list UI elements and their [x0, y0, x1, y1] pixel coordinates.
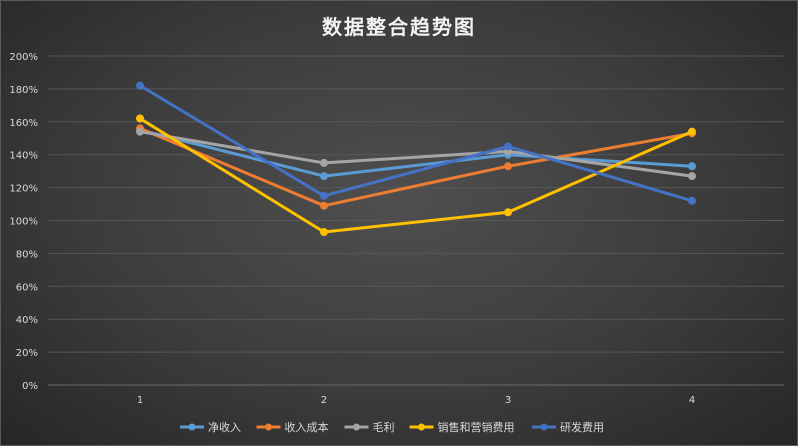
data-point: [688, 172, 696, 181]
legend-marker: [418, 423, 425, 431]
data-point: [320, 172, 328, 181]
data-point: [320, 158, 328, 167]
data-point: [320, 201, 328, 210]
legend-label: 收入成本: [285, 420, 329, 434]
y-tick-label: 20%: [16, 348, 38, 359]
legend-marker: [540, 423, 548, 431]
data-point: [688, 196, 696, 205]
data-point: [320, 191, 328, 200]
y-tick-label: 0%: [22, 381, 38, 392]
data-point: [504, 162, 512, 171]
y-tick-label: 100%: [9, 217, 38, 228]
legend-marker: [188, 423, 196, 431]
series-line: [138, 128, 694, 178]
data-point: [320, 228, 328, 237]
legend-label: 销售和营销费用: [438, 420, 515, 434]
series-line: [138, 130, 694, 178]
legend-marker: [265, 423, 272, 431]
data-point: [688, 162, 696, 171]
series-line: [138, 126, 694, 208]
y-tick-label: 80%: [16, 249, 38, 260]
y-tick-label: 140%: [9, 151, 38, 162]
x-tick-label: 2: [321, 395, 327, 406]
data-point: [504, 208, 512, 217]
legend-label: 研发费用: [560, 420, 604, 434]
legend-marker: [353, 423, 360, 431]
y-tick-label: 120%: [9, 184, 38, 195]
y-tick-label: 160%: [9, 118, 38, 129]
y-tick-label: 40%: [16, 315, 38, 326]
y-tick-label: 180%: [9, 85, 38, 96]
y-tick-label: 60%: [16, 282, 38, 293]
data-point: [136, 114, 144, 123]
x-tick-label: 1: [137, 395, 143, 406]
data-point: [504, 142, 512, 151]
x-tick-label: 4: [689, 395, 695, 406]
series-line: [138, 117, 694, 234]
series-line: [138, 84, 694, 203]
y-tick-label: 200%: [9, 52, 38, 63]
legend-label: 毛利: [373, 421, 395, 434]
data-point: [136, 127, 144, 136]
x-tick-label: 3: [505, 395, 511, 406]
legend-label: 净收入: [208, 420, 241, 434]
data-point: [136, 81, 144, 90]
chart-title: 数据整合趋势图: [322, 15, 476, 39]
data-point: [688, 127, 696, 136]
